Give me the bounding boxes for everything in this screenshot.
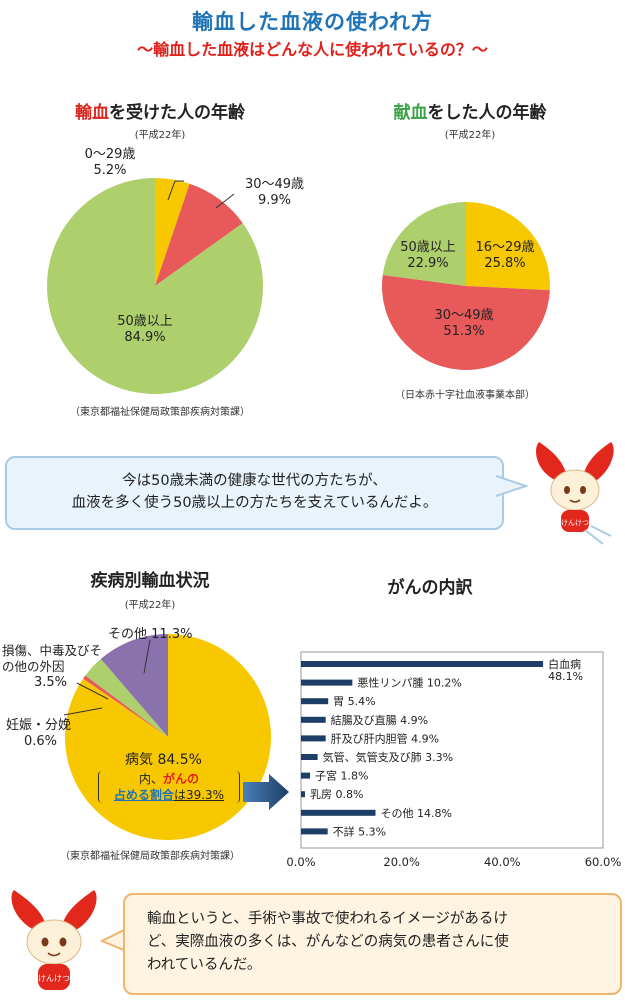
bar-5 [301, 754, 318, 760]
bar-label-5: 気管、気管支及び肺 3.3% [323, 750, 453, 764]
bar-label-2: 胃 5.4% [333, 695, 375, 708]
pie2-slice-1 [382, 274, 550, 370]
pie3-label-2: 損傷、中毒及びその他の外因 3.5% [2, 643, 103, 690]
pie1-label-2: 50歳以上 84.9% [117, 314, 173, 345]
bar-7 [301, 791, 306, 798]
page-title: 輸血した血液の使われ方 [192, 10, 433, 34]
bar-0 [301, 661, 544, 667]
bar-label-0: 白血病 48.1% [548, 657, 583, 683]
bar-4 [301, 735, 326, 742]
pie1-slice-0 [155, 178, 190, 286]
pie3-slice-2 [85, 658, 168, 737]
speech-bubble-bottom-tail [100, 928, 126, 952]
bar-1 [301, 679, 353, 686]
pie3-label-3: その他 11.3% [108, 627, 193, 642]
speech-bubble-top: 今は50歳未満の健康な世代の方たちが、 血液を多く使う50歳以上の方たちを支えて… [5, 456, 504, 530]
cancer-share-note: 内、がんの 占める割合は39.3% [98, 771, 240, 803]
arrow-right-icon [243, 774, 289, 810]
speech-bubble-top-tail [496, 475, 528, 497]
disease-title: 疾病別輸血状況 [90, 571, 210, 591]
pie1-label-0: 0〜29歳 5.2% [84, 147, 136, 178]
bar-label-8: その他 14.8% [380, 807, 451, 820]
pie3-slice-1 [83, 675, 168, 737]
recipient-age-year: (平成22年) [134, 130, 186, 141]
bar-3 [301, 716, 326, 723]
bar-2 [301, 698, 329, 705]
pie2-label-1: 30〜49歳 51.3% [434, 308, 494, 339]
bar-label-1: 悪性リンパ腫 10.2% [357, 676, 461, 690]
pie1-slice-1 [155, 183, 243, 286]
recipient-age-title: 輸血を受けた人の年齢 [75, 103, 245, 123]
pie1-label-1: 30〜49歳 9.9% [244, 177, 305, 208]
bar-label-4: 肝及び肝内胆管 4.9% [331, 731, 439, 745]
donor-age-title: 献血をした人の年齢 [393, 103, 547, 123]
cancer-bar-chart: 白血病 48.1% 悪性リンパ腫 10.2% 胃 5.4% 結腸及び直腸 4.9% 肝及び… [286, 651, 622, 869]
mascot-character-top: けんけつ [536, 442, 614, 545]
disease-pie [63, 634, 271, 840]
pie3-slice-3 [100, 634, 168, 737]
pie2-slice-0 [466, 202, 550, 291]
pie2-slice-2 [382, 202, 466, 286]
pie2-label-2: 50歳以上 22.9% [400, 240, 456, 271]
bar-label-7: 乳房 0.8% [310, 788, 363, 801]
bar-8 [301, 809, 376, 816]
recipient-age-source: （東京都福祉保健局政策部疾病対策課） [70, 407, 250, 418]
pie2-label-0: 16〜29歳 25.8% [475, 240, 535, 271]
cancer-breakdown-title: がんの内訳 [387, 578, 473, 598]
speech-bubble-bottom: 輸血というと、手術や事故で使われるイメージがあるけ ど、実際血液の多くは、がんな… [123, 893, 622, 995]
page-subtitle: 〜輸血した血液はどんな人に使われているの？〜 [137, 40, 488, 59]
svg-text:けんけつ: けんけつ [38, 974, 70, 983]
bar-6 [301, 772, 311, 779]
svg-text:けんけつ: けんけつ [561, 519, 589, 527]
donor-age-pie [382, 202, 550, 370]
bar-label-6: 子宮 1.8% [315, 769, 368, 783]
disease-source: （東京都福祉保健局政策部疾病対策課） [60, 851, 240, 862]
bar-label-3: 結腸及び直腸 4.9% [331, 713, 428, 727]
donor-age-year: (平成22年) [444, 130, 496, 141]
x-tick-1: 20.0% [383, 855, 420, 869]
pie1-slice-2 [46, 178, 263, 394]
recipient-age-pie [46, 178, 263, 394]
x-tick-2: 40.0% [484, 855, 521, 869]
x-tick-3: 60.0% [585, 855, 622, 869]
bar-9 [301, 828, 328, 835]
x-tick-0: 0.0% [286, 855, 315, 869]
disease-year: (平成22年) [124, 600, 176, 611]
bar-label-9: 不詳 5.3% [333, 824, 386, 838]
pie3-label-1: 妊娠・分娩 0.6% [6, 718, 72, 749]
mascot-character-bottom: けんけつ [11, 890, 97, 990]
donor-age-source: （日本赤十字社血液事業本部） [395, 390, 535, 401]
pie3-label-0: 病気 84.5% [125, 752, 202, 768]
